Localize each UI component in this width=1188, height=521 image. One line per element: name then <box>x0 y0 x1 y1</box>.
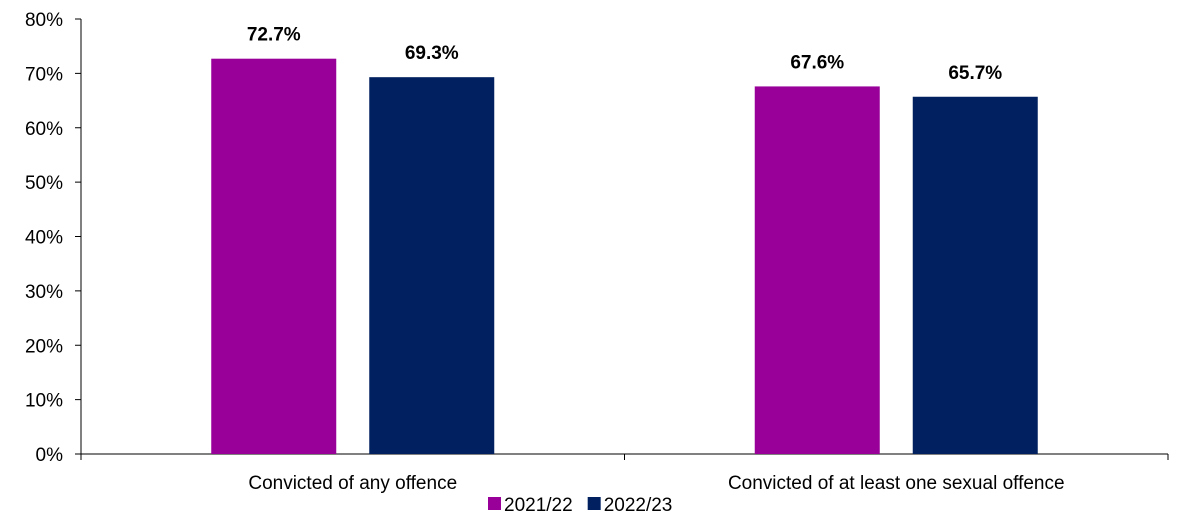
bar <box>369 77 495 455</box>
data-labels: 72.7% 69.3% 67.6% 65.7% <box>247 25 1002 84</box>
y-tick-label: 60% <box>25 119 63 140</box>
axes: 0% 10% 20% 30% 40% 50% 60% 70% 80% Convicted of a… <box>25 10 1169 494</box>
x-category-label: Convicted of at least one sexual offence <box>728 473 1065 494</box>
bar <box>754 86 880 455</box>
legend-swatch <box>587 497 601 510</box>
bar <box>912 96 1038 454</box>
bar <box>211 58 337 454</box>
bars <box>211 58 1038 455</box>
data-label: 67.6% <box>790 52 844 73</box>
y-tick-label: 70% <box>25 64 63 85</box>
legend-swatch <box>488 497 501 510</box>
y-tick-label: 40% <box>25 228 63 249</box>
legend: 2021/22 2022/23 <box>488 495 672 516</box>
legend-label: 2021/22 <box>504 495 573 516</box>
y-tick-label: 10% <box>25 391 63 412</box>
data-label: 65.7% <box>948 63 1002 84</box>
legend-label: 2022/23 <box>604 495 673 516</box>
y-tick-label: 0% <box>36 445 64 466</box>
x-category-label: Convicted of any offence <box>248 473 457 494</box>
y-tick-label: 80% <box>25 10 63 31</box>
y-tick-label: 50% <box>25 173 63 194</box>
data-label: 69.3% <box>405 43 459 64</box>
y-tick-label: 20% <box>25 336 63 357</box>
y-tick-label: 30% <box>25 282 63 303</box>
data-label: 72.7% <box>247 25 301 46</box>
